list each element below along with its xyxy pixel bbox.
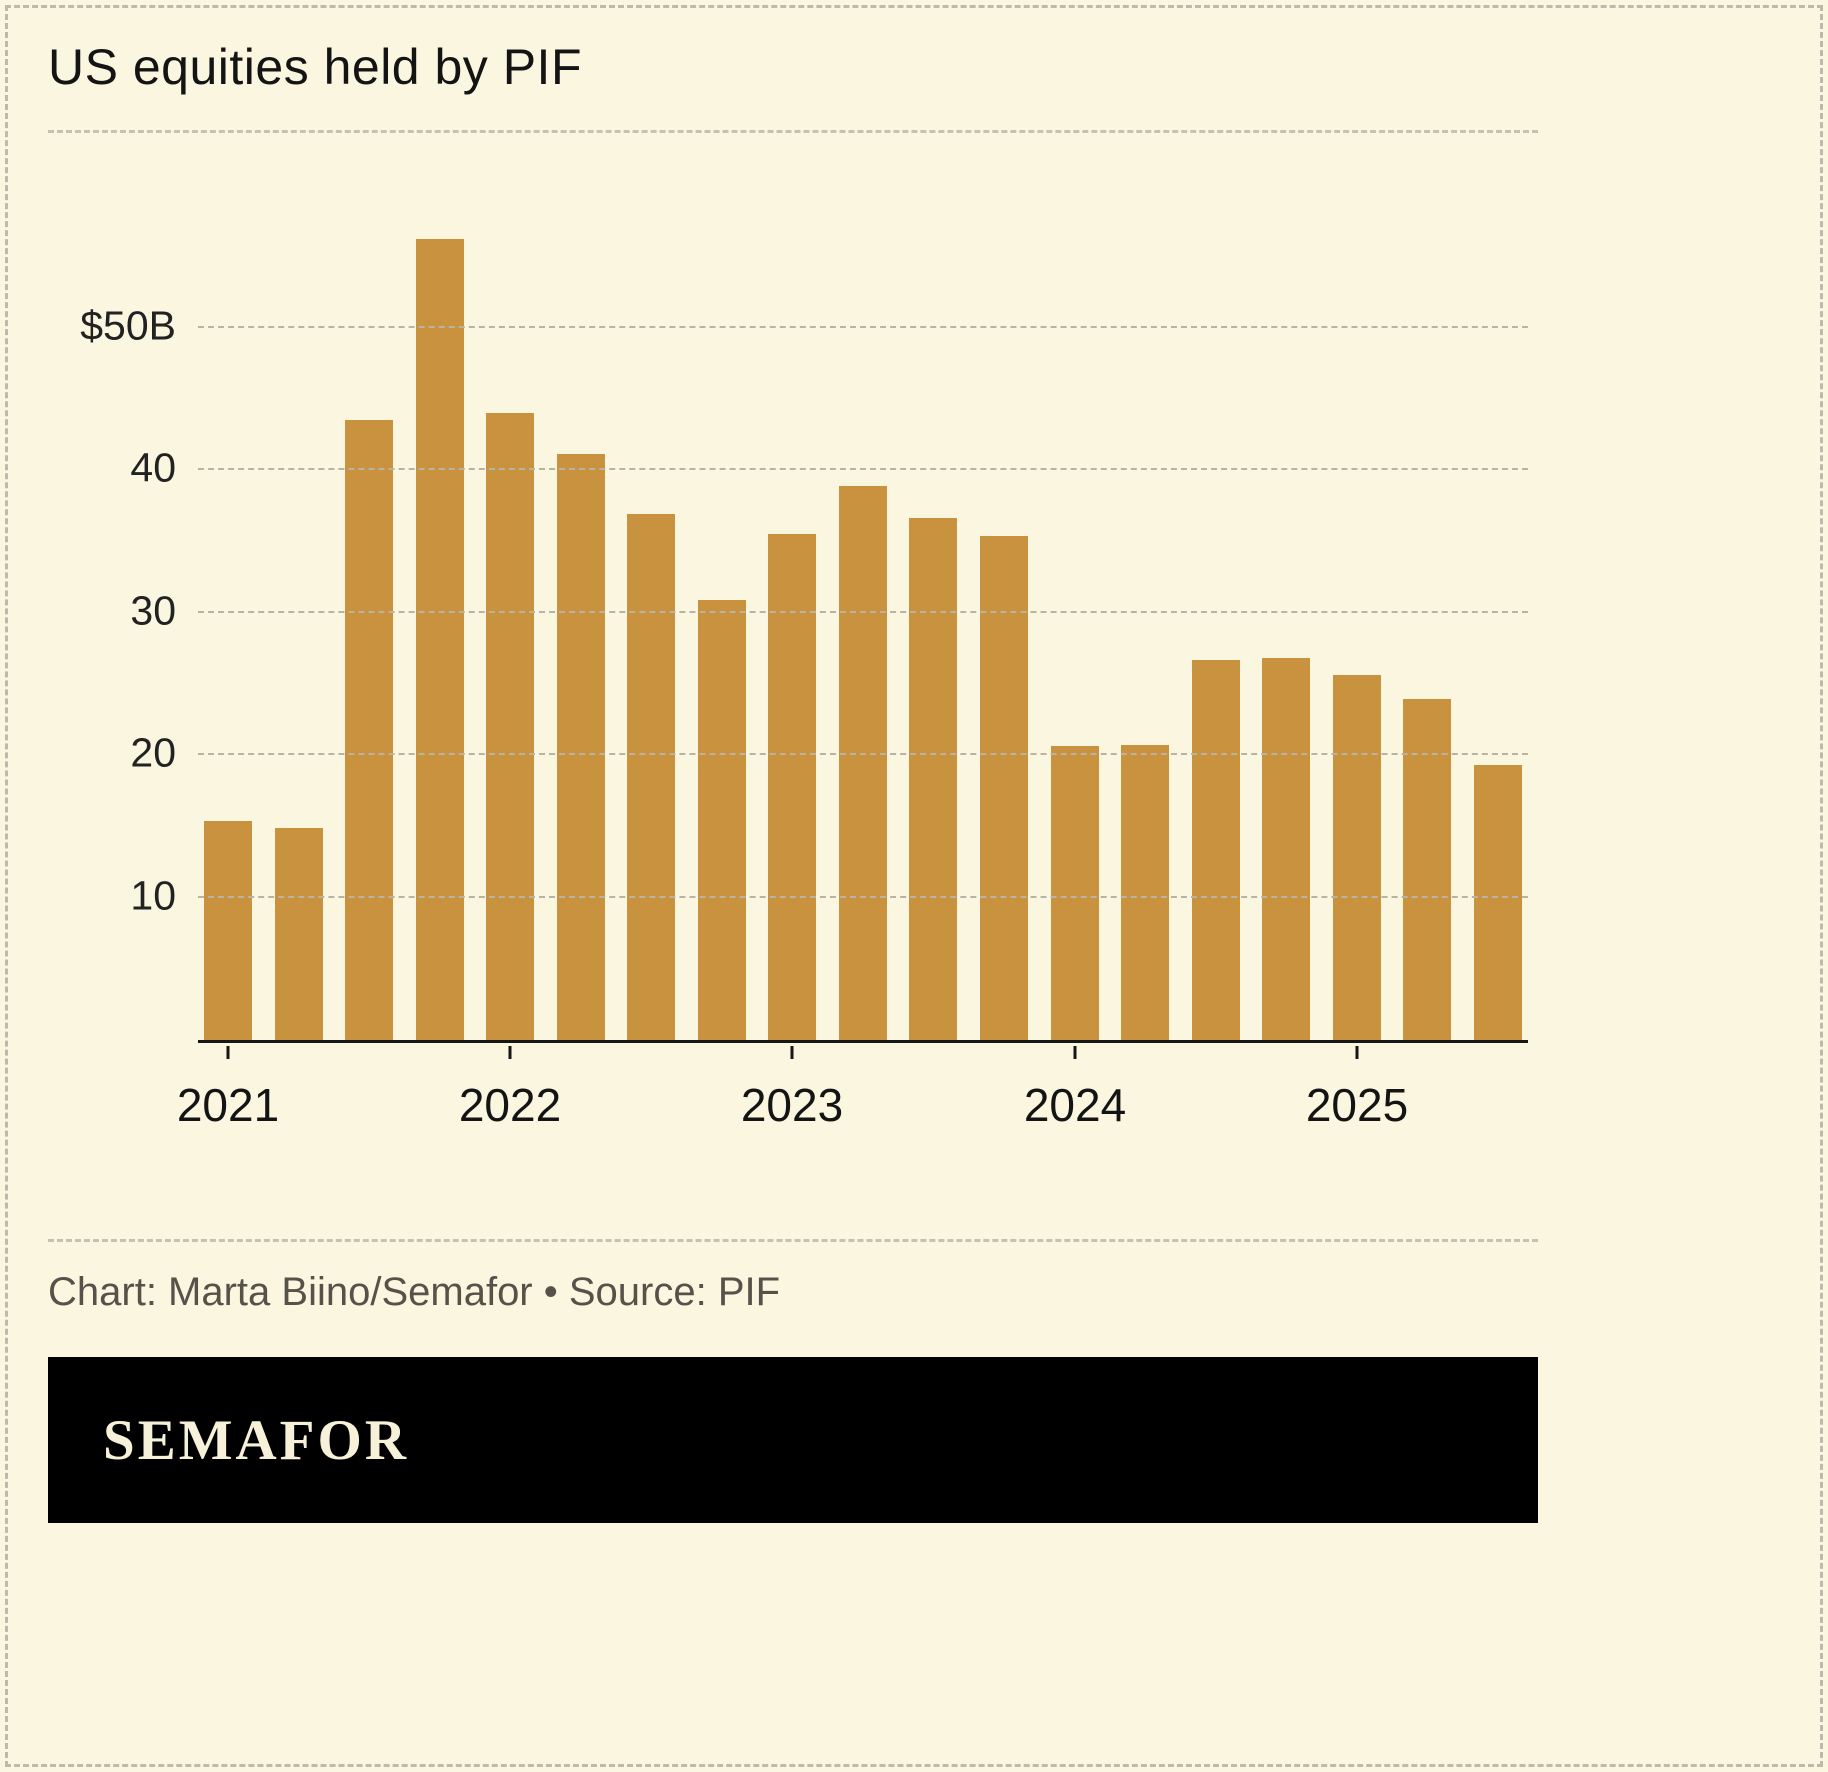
x-label-2025: 2025 <box>1305 1079 1409 1131</box>
bar-2025-q2 <box>1403 699 1452 1040</box>
bar-2023-q4 <box>980 535 1029 1040</box>
bar-2023-q3 <box>909 518 958 1040</box>
bottom-separator <box>48 1239 1538 1242</box>
bar-2024-q4 <box>1262 658 1311 1040</box>
bar-2022-q2 <box>556 454 605 1040</box>
y-tick-label-30: 30 <box>130 587 176 633</box>
chart-credit: Chart: Marta Biino/Semafor • Source: PIF <box>48 1270 781 1314</box>
x-label-2023: 2023 <box>740 1079 844 1131</box>
y-tick-label-10: 10 <box>130 872 176 919</box>
x-label-2024: 2024 <box>1023 1079 1127 1131</box>
bar-2022-q3 <box>627 514 676 1040</box>
bar-2024-q1 <box>1050 746 1099 1040</box>
x-label-2021: 2021 <box>176 1079 280 1131</box>
page: US equities held by PIF 10 20 30 40 $50B 202… <box>5 5 1823 1767</box>
bar-2024-q3 <box>1191 659 1240 1040</box>
gridline-10: 10 <box>130 872 1528 918</box>
y-tick-label-50: $50B <box>80 302 176 348</box>
chart-title: US equities held by PIF <box>48 39 582 95</box>
bar-2023-q1 <box>768 534 817 1040</box>
x-tick-2023 <box>790 1046 794 1059</box>
x-tick-2021 <box>226 1046 230 1059</box>
gridline-50: $50B <box>80 302 1528 348</box>
x-label-2022: 2022 <box>458 1079 562 1131</box>
bar-2025-q3 <box>1473 764 1522 1040</box>
x-tick-2022 <box>508 1046 512 1059</box>
y-tick-label-20: 20 <box>130 729 176 776</box>
y-tick-label-40: 40 <box>130 444 176 491</box>
bar-chart: 10 20 30 40 $50B 2021 2022 2023 2024 2025 <box>48 185 1538 1147</box>
bar-2022-q1 <box>486 413 535 1040</box>
gridline-20: 20 <box>130 730 1528 776</box>
plot-area: 10 20 30 40 $50B <box>80 185 1528 1043</box>
content-column: US equities held by PIF 10 20 30 40 $50B 202… <box>48 8 1538 1523</box>
bar-2025-q1 <box>1332 675 1381 1040</box>
bars-container <box>198 185 1528 1040</box>
gridline-40: 40 <box>130 445 1528 491</box>
bar-2021-q3 <box>345 420 394 1040</box>
x-tick-2024 <box>1073 1046 1077 1059</box>
gridline-30: 30 <box>130 587 1528 633</box>
semafor-banner: SEMAFOR <box>48 1357 1538 1523</box>
bar-2024-q2 <box>1121 745 1170 1040</box>
bar-2021-q4 <box>415 239 464 1040</box>
x-axis: 2021 2022 2023 2024 2025 <box>177 1046 1528 1146</box>
bar-2022-q4 <box>697 599 746 1040</box>
bar-2023-q2 <box>838 485 887 1040</box>
semafor-logo: SEMAFOR <box>103 1408 409 1472</box>
bar-2021-q1 <box>204 820 252 1040</box>
x-tick-2025 <box>1355 1046 1359 1059</box>
bar-2021-q2 <box>274 827 323 1040</box>
top-separator <box>48 130 1538 133</box>
